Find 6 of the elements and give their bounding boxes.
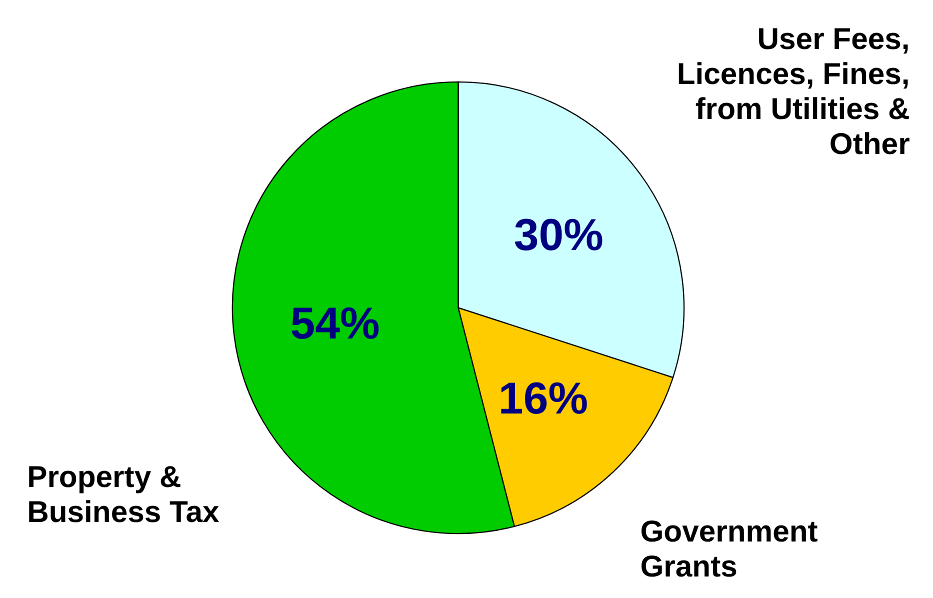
slice-label: Property & Business Tax [27, 460, 220, 529]
data-label: 30% [514, 210, 604, 260]
data-label: 16% [498, 373, 588, 424]
slice-label: User Fees, Licences, Fines, from Utilities & Other [676, 22, 910, 161]
slice-label: Government Grants [640, 515, 818, 584]
data-label: 54% [290, 298, 380, 348]
